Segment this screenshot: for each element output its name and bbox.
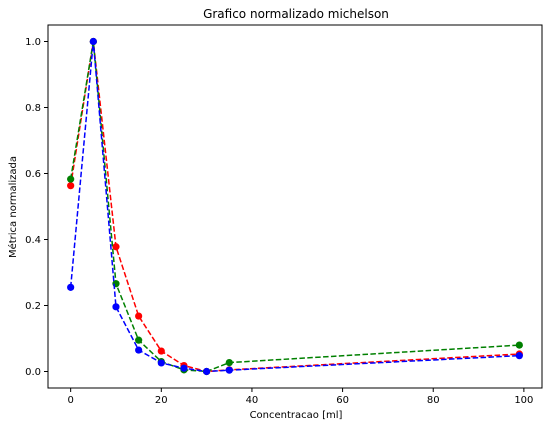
data-point — [67, 283, 75, 291]
data-point — [203, 367, 211, 376]
data-point — [225, 358, 233, 367]
y-axis: 0.0 0.2 0.4 0.6 0.8 1.0 — [25, 37, 48, 378]
data-point — [515, 352, 523, 360]
x-axis: 0 20 40 60 80 100 — [67, 388, 533, 406]
data-point — [157, 347, 165, 355]
y-tick-label: 0.2 — [25, 301, 41, 312]
data-point — [225, 366, 233, 374]
y-tick-label: 0.0 — [25, 367, 41, 378]
series-3 — [67, 37, 523, 376]
y-tick-label: 1.0 — [25, 37, 41, 48]
y-tick-label: 0.8 — [25, 103, 41, 114]
data-point — [157, 359, 165, 367]
y-tick-label: 0.6 — [25, 169, 41, 180]
data-point — [67, 182, 75, 190]
data-point — [112, 303, 120, 311]
y-tick-label: 0.4 — [25, 235, 41, 246]
data-point — [515, 341, 523, 349]
data-point — [112, 243, 120, 251]
x-tick-label: 40 — [246, 395, 259, 406]
data-point — [135, 346, 143, 354]
x-tick-label: 100 — [514, 395, 533, 406]
series-layer — [67, 37, 523, 376]
data-point — [135, 312, 143, 320]
data-point — [135, 336, 143, 344]
y-axis-label: Métrica normalizada — [7, 156, 19, 258]
data-point — [180, 364, 188, 372]
x-axis-label: Concentracao [ml] — [250, 410, 343, 421]
x-tick-label: 60 — [336, 395, 349, 406]
x-tick-label: 80 — [427, 395, 440, 406]
data-point — [67, 175, 75, 183]
axes-frame — [47, 24, 543, 389]
x-tick-label: 0 — [67, 395, 73, 406]
chart-title: Grafico normalizado michelson — [203, 7, 389, 21]
x-tick-label: 20 — [155, 395, 168, 406]
data-point — [89, 37, 97, 46]
